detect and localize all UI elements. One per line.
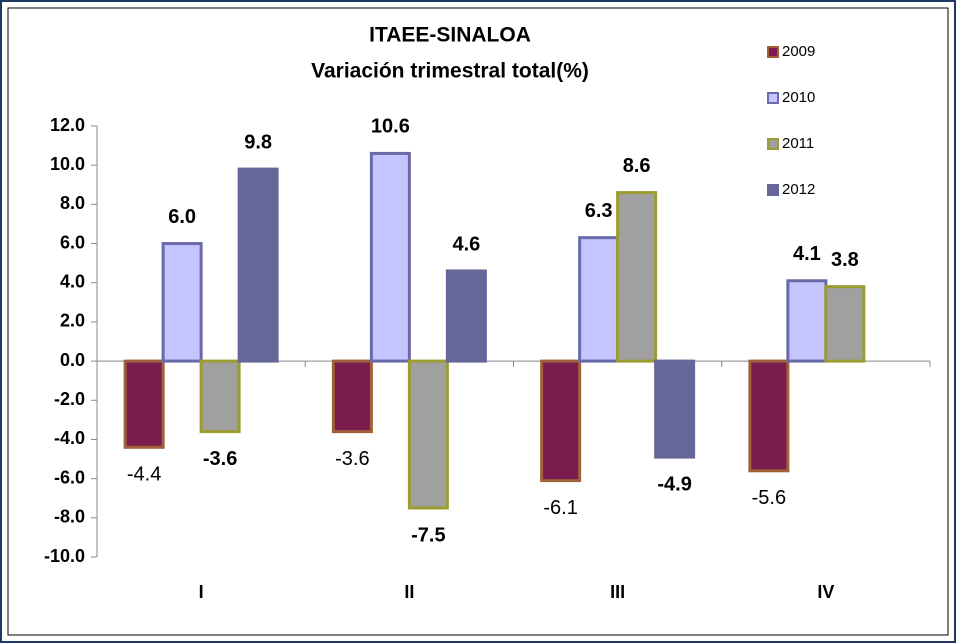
value-label: 8.6 [623, 155, 651, 177]
bar [331, 359, 373, 434]
value-label: 3.8 [831, 249, 859, 271]
value-label: 4.6 [452, 233, 480, 255]
y-tick-label: -10.0 [44, 546, 85, 566]
x-tick-label: III [610, 582, 625, 602]
bar [578, 236, 620, 363]
inner-frame [7, 7, 949, 636]
bar [786, 279, 828, 363]
value-label: 9.8 [244, 131, 272, 153]
y-tick-label: -2.0 [54, 389, 85, 409]
bar [824, 285, 866, 363]
bar [123, 359, 165, 449]
bar [199, 359, 241, 434]
legend-label: 2010 [782, 89, 815, 106]
value-label: -5.6 [752, 487, 786, 509]
y-tick-label: 12.0 [50, 115, 85, 135]
value-label: 10.6 [371, 116, 410, 138]
y-tick-label: -4.0 [54, 428, 85, 448]
bar [540, 359, 582, 483]
y-tick-label: 6.0 [60, 232, 85, 252]
value-label: 6.0 [168, 206, 196, 228]
bar [237, 167, 279, 363]
legend-label: 2011 [782, 135, 814, 152]
bar [616, 191, 658, 363]
legend-label: 2012 [782, 181, 815, 198]
bar [369, 151, 411, 363]
y-tick-label: 8.0 [60, 193, 85, 213]
y-tick-label: -6.0 [54, 467, 85, 487]
bar [748, 359, 790, 473]
bar [654, 359, 696, 459]
y-tick-label: -8.0 [54, 507, 85, 527]
chart-subtitle: Variación trimestral total(%) [311, 60, 589, 83]
y-tick-label: 4.0 [60, 271, 85, 291]
legend-swatch [767, 46, 779, 58]
value-label: -7.5 [411, 524, 445, 546]
value-label: -4.9 [657, 473, 691, 495]
y-tick-label: 2.0 [60, 311, 85, 331]
legend-swatch [767, 138, 779, 150]
value-label: 4.1 [793, 243, 821, 265]
value-label: -3.6 [335, 448, 369, 470]
y-tick-label: 0.0 [60, 350, 85, 370]
chart-title: ITAEE-SINALOA [369, 24, 531, 47]
legend-label: 2009 [782, 43, 815, 60]
x-tick-label: II [404, 582, 414, 602]
bar [445, 269, 487, 363]
bar [161, 242, 203, 363]
value-label: -3.6 [203, 448, 237, 470]
value-label: -6.1 [543, 497, 577, 519]
value-label: 6.3 [585, 200, 613, 222]
value-label: -4.4 [127, 464, 161, 486]
x-tick-label: IV [817, 582, 834, 602]
legend-swatch [767, 184, 779, 196]
y-tick-label: 10.0 [50, 154, 85, 174]
legend-swatch [767, 92, 779, 104]
x-tick-label: I [199, 582, 204, 602]
bar [407, 359, 449, 510]
